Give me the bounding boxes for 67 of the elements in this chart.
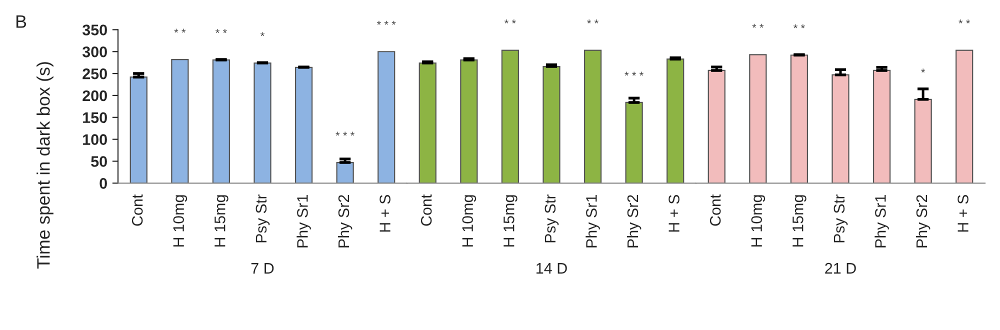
- x-tick-label: H 10mg: [751, 195, 766, 246]
- bar: [584, 50, 602, 184]
- y-tick-label: 250: [82, 68, 107, 80]
- x-tick-label: Cont: [710, 194, 721, 226]
- annotation: *: [260, 32, 264, 36]
- y-tick-label: 200: [82, 90, 107, 102]
- x-tick-label: Phy Sr2: [338, 195, 352, 248]
- bar: [171, 58, 189, 184]
- x-tick-label: H + S: [958, 194, 968, 232]
- x-axis-title: 14 D: [536, 263, 567, 274]
- y-tick-label: 50: [91, 156, 107, 167]
- x-tick-label: H 15mg: [214, 195, 228, 246]
- bar: [542, 66, 560, 184]
- x-tick-label: Phy Sr2: [626, 195, 642, 248]
- bar: [130, 76, 148, 184]
- bar: [378, 51, 396, 184]
- x-tick-label: H 15mg: [792, 195, 806, 246]
- y-tick-label: 100: [83, 134, 107, 145]
- y-tick-label: 0: [100, 178, 107, 189]
- x-tick-label: Phy Sr2: [916, 195, 930, 248]
- x-axis-title: 21 D: [825, 262, 856, 274]
- x-tick-label: Phy Sr1: [874, 195, 889, 248]
- bar: [914, 98, 932, 184]
- annotation: * * *: [336, 132, 354, 136]
- bar: [212, 59, 230, 184]
- bar: [460, 59, 478, 184]
- x-tick-label: H + S: [668, 194, 680, 232]
- y-tick-label: 150: [83, 112, 107, 124]
- x-tick-label: H 10mg: [173, 195, 188, 246]
- y-tick-label: 300: [82, 46, 107, 58]
- bar: [666, 58, 684, 184]
- bar: [956, 50, 974, 184]
- annotation: * *: [587, 20, 598, 24]
- x-tick-label: Psy Str: [834, 194, 848, 242]
- annotation: * *: [216, 29, 227, 34]
- y-tick-label: 350: [82, 24, 107, 36]
- bar: [254, 62, 272, 184]
- bar: [790, 54, 808, 184]
- bar: [832, 74, 850, 184]
- x-tick-label: Cont: [420, 194, 432, 226]
- x-tick-label: Phy Sr1: [586, 195, 600, 248]
- annotation: * *: [958, 20, 970, 24]
- x-tick-label: H 15mg: [504, 195, 518, 246]
- bar: [336, 162, 354, 184]
- x-tick-label: H + S: [380, 194, 390, 232]
- annotation: * *: [504, 20, 516, 24]
- bar: [294, 66, 313, 184]
- x-tick-label: Psy Str: [544, 194, 559, 242]
- bar: [872, 70, 891, 184]
- bar: [625, 102, 643, 184]
- annotation: *: [921, 68, 926, 73]
- annotation: * * *: [376, 20, 396, 25]
- x-tick-label: H 10mg: [462, 195, 476, 246]
- chart-title: B: [16, 15, 26, 28]
- bar: [501, 50, 520, 184]
- annotation: * *: [794, 24, 805, 28]
- annotation: * * *: [624, 72, 644, 76]
- annotation: * *: [752, 24, 764, 28]
- bar: [418, 62, 436, 184]
- annotation: * *: [174, 28, 186, 33]
- bar: [749, 54, 767, 184]
- x-axis-title: 7 D: [251, 263, 274, 274]
- bar: [708, 70, 726, 184]
- x-tick-label: Phy Sr1: [296, 195, 311, 248]
- y-axis-title: Time spent in dark box (s): [36, 62, 54, 269]
- x-tick-label: Psy Str: [256, 194, 270, 242]
- x-tick-label: Cont: [132, 194, 143, 226]
